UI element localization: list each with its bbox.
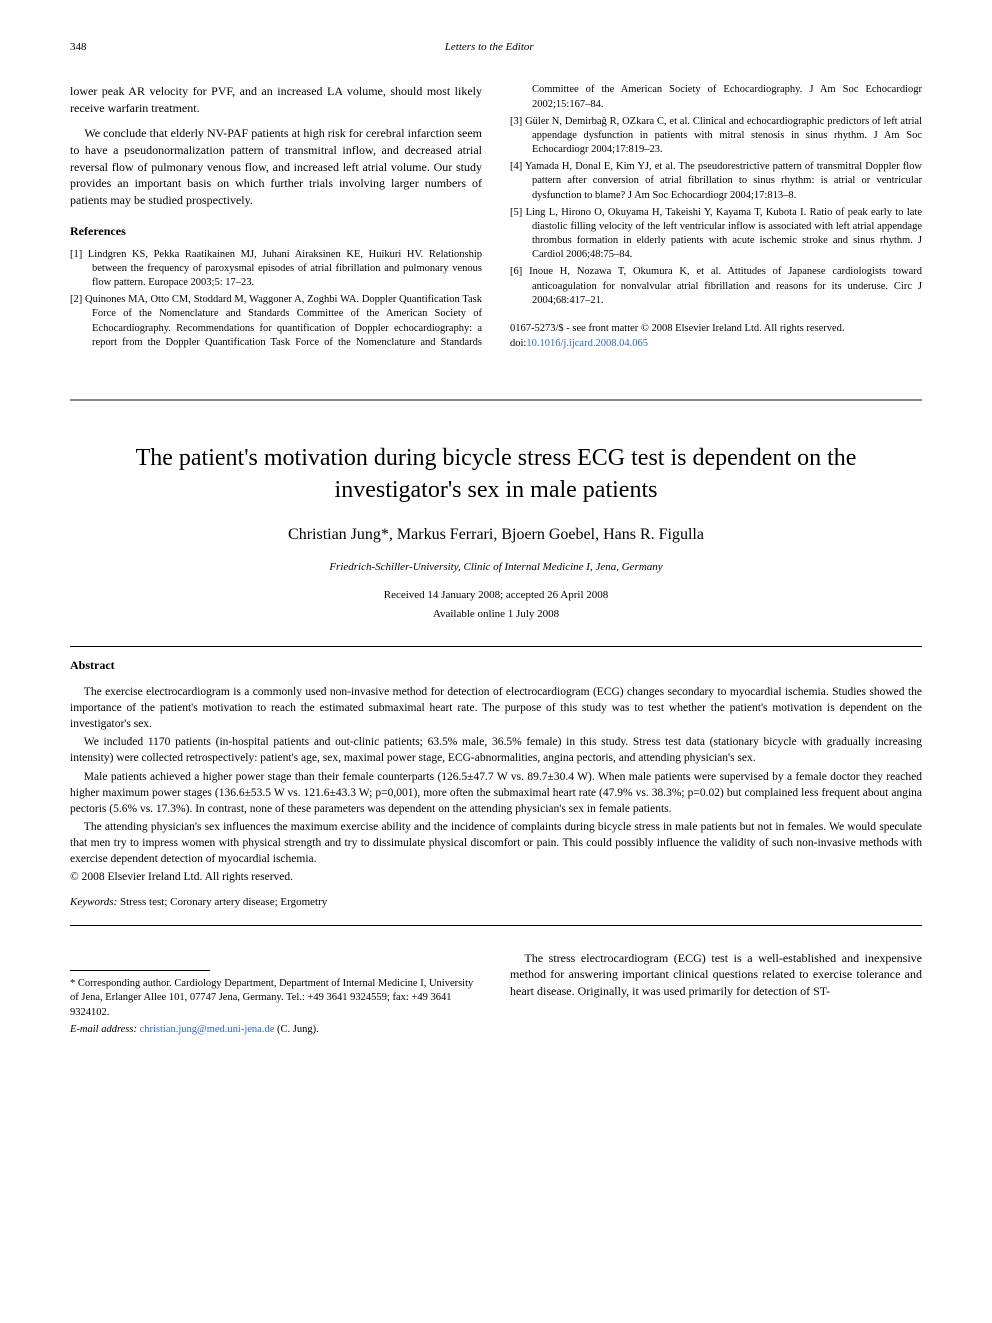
right-column: The stress electrocardiogram (ECG) test … (510, 950, 922, 1040)
copyright-block: 0167-5273/$ - see front matter © 2008 El… (510, 322, 922, 351)
doi-link[interactable]: 10.1016/j.ijcard.2008.04.065 (526, 338, 648, 349)
keywords-text: Stress test; Coronary artery disease; Er… (117, 896, 327, 908)
email-label: E-mail address: (70, 1024, 140, 1035)
journal-title: Letters to the Editor (87, 40, 893, 55)
keywords-label: Keywords: (70, 896, 117, 908)
body-para-1: The stress electrocardiogram (ECG) test … (510, 950, 922, 1000)
received-date: Received 14 January 2008; accepted 26 Ap… (70, 588, 922, 603)
abstract-para-3: Male patients achieved a higher power st… (70, 769, 922, 817)
abstract-body: The exercise electrocardiogram is a comm… (70, 684, 922, 885)
email-link[interactable]: christian.jung@med.uni-jena.de (140, 1024, 275, 1035)
keywords: Keywords: Stress test; Coronary artery d… (70, 895, 922, 910)
reference-item: [3] Güler N, Demirbağ R, OZkara C, et al… (510, 115, 922, 158)
abstract-copyright: © 2008 Elsevier Ireland Ltd. All rights … (70, 869, 922, 885)
abstract-para-1: The exercise electrocardiogram is a comm… (70, 684, 922, 732)
abstract-rule-top (70, 646, 922, 647)
abstract-heading: Abstract (70, 657, 922, 674)
page-header: 348 Letters to the Editor (70, 40, 922, 55)
authors: Christian Jung*, Markus Ferrari, Bjoern … (70, 524, 922, 546)
bottom-columns: * Corresponding author. Cardiology Depar… (70, 950, 922, 1040)
prev-para-1: lower peak AR velocity for PVF, and an i… (70, 83, 482, 117)
reference-item: [4] Yamada H, Donal E, Kim YJ, et al. Th… (510, 160, 922, 203)
previous-article-continuation: lower peak AR velocity for PVF, and an i… (70, 83, 922, 351)
available-date: Available online 1 July 2008 (70, 607, 922, 622)
email-suffix: (C. Jung). (274, 1024, 318, 1035)
article-separator (70, 399, 922, 401)
reference-item: [1] Lindgren KS, Pekka Raatikainen MJ, J… (70, 248, 482, 291)
reference-item: [6] Inoue H, Nozawa T, Okumura K, et al.… (510, 265, 922, 308)
doi-prefix: doi: (510, 338, 526, 349)
left-column: * Corresponding author. Cardiology Depar… (70, 950, 482, 1040)
reference-item: [5] Ling L, Hirono O, Okuyama H, Takeish… (510, 206, 922, 263)
prev-para-2: We conclude that elderly NV-PAF patients… (70, 125, 482, 209)
footnote-rule (70, 970, 210, 971)
abstract-para-4: The attending physician's sex influences… (70, 819, 922, 867)
footnote-block: * Corresponding author. Cardiology Depar… (70, 977, 482, 1038)
corresponding-author: * Corresponding author. Cardiology Depar… (70, 977, 482, 1021)
article-title: The patient's motivation during bicycle … (70, 443, 922, 505)
page-number: 348 (70, 40, 87, 55)
abstract-para-2: We included 1170 patients (in-hospital p… (70, 734, 922, 766)
copyright-line: 0167-5273/$ - see front matter © 2008 El… (510, 322, 922, 337)
abstract-rule-bot (70, 925, 922, 926)
references-heading: References (70, 223, 482, 240)
email-line: E-mail address: christian.jung@med.uni-j… (70, 1023, 482, 1038)
affiliation: Friedrich-Schiller-University, Clinic of… (70, 560, 922, 575)
references-list: [1] Lindgren KS, Pekka Raatikainen MJ, J… (70, 83, 922, 351)
